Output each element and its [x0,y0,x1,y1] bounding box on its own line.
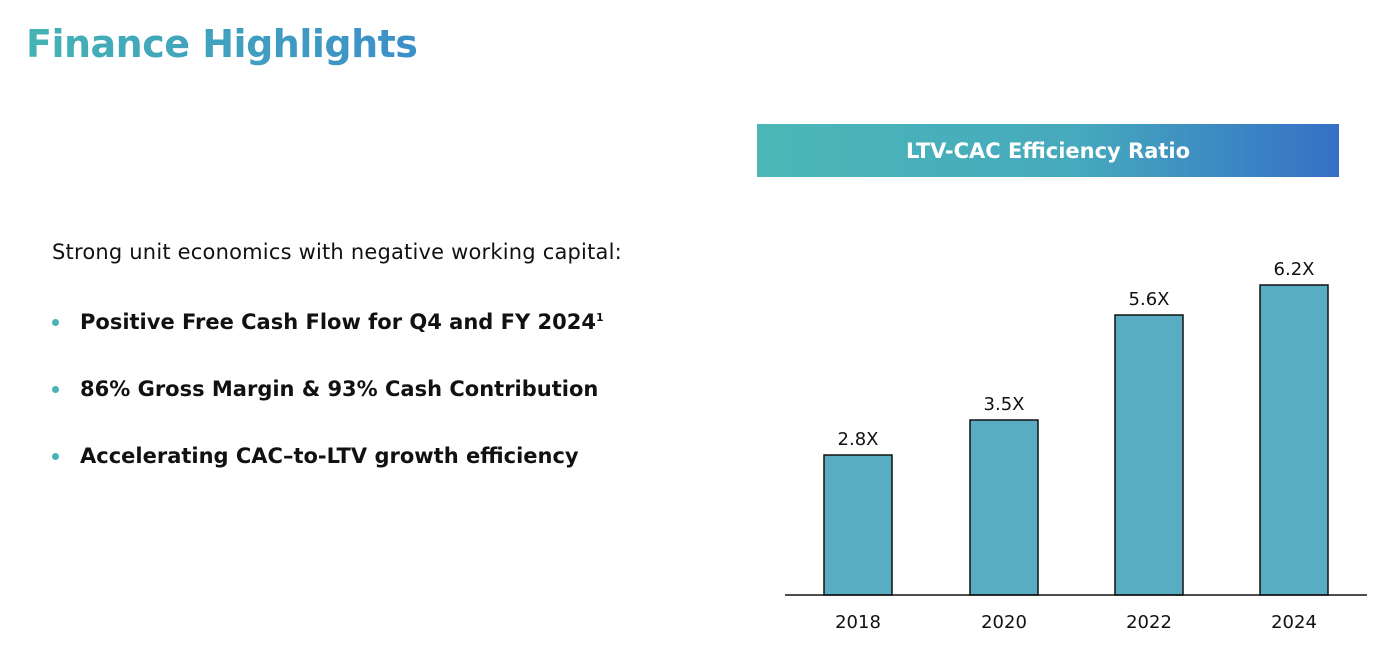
bar-2018 [823,454,893,596]
chart-title: LTV-CAC Efficiency Ratio [905,138,1191,163]
data-labels-layer: 2.8X 3.5X 5.6X 6.2X [838,259,1315,450]
x-tick-label-2024: 2024 [1271,612,1317,633]
highlight-text: Accelerating CAC–to-LTV growth efficienc… [80,444,579,468]
bar-2022 [1114,314,1184,596]
highlight-text: 86% Gross Margin & 93% Cash Contribution [80,377,599,401]
x-tick-labels-layer: 2018 2020 2022 2024 [835,612,1317,633]
intro-text: Strong unit economics with negative work… [52,240,622,264]
highlight-text: Positive Free Cash Flow for Q4 and FY 20… [80,310,596,334]
data-label-2024: 6.2X [1274,259,1315,280]
x-tick-label-2022: 2022 [1126,612,1172,633]
highlight-item: 86% Gross Margin & 93% Cash Contribution [52,372,604,439]
highlight-item: Accelerating CAC–to-LTV growth efficienc… [52,439,604,506]
data-label-2022: 5.6X [1129,289,1170,310]
bar-2020 [969,419,1039,596]
bar-2024 [1259,284,1329,596]
bar-chart: 2.8X 3.5X 5.6X 6.2X 2018 2020 2022 2024 [785,259,1367,633]
bullet-icon [52,386,59,393]
footnote-marker: 1 [595,311,604,324]
highlight-item: Positive Free Cash Flow for Q4 and FY 20… [52,305,604,372]
data-label-2020: 3.5X [984,394,1025,415]
chart-title-banner: LTV-CAC Efficiency Ratio [757,124,1339,177]
bullet-icon [52,319,59,326]
x-tick-label-2018: 2018 [835,612,881,633]
bullet-icon [52,453,59,460]
highlights-list: Positive Free Cash Flow for Q4 and FY 20… [52,305,604,506]
bars-layer [823,284,1329,596]
page-title: Finance Highlights [26,18,418,70]
x-tick-label-2020: 2020 [981,612,1027,633]
data-label-2018: 2.8X [838,429,879,450]
